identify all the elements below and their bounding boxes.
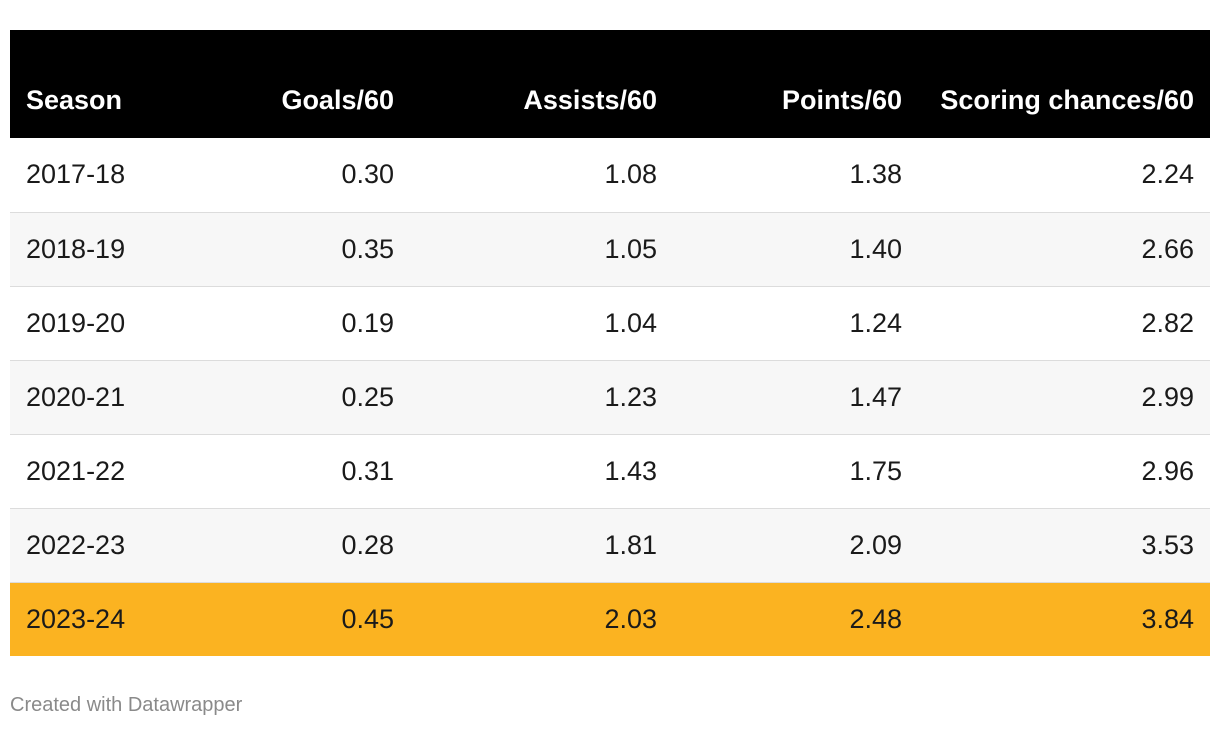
goals-cell: 0.28 [210, 507, 410, 582]
assists-cell: 1.81 [410, 507, 673, 582]
table-row: 2022-23 0.28 1.81 2.09 3.53 [10, 507, 1210, 582]
goals-cell: 0.19 [210, 285, 410, 360]
scoring-chances-cell: 2.82 [918, 285, 1210, 360]
table-row: 2017-18 0.30 1.08 1.38 2.24 [10, 138, 1210, 212]
points-cell: 1.40 [673, 211, 918, 286]
assists-cell: 1.08 [604, 159, 657, 190]
points-cell: 2.48 [673, 581, 918, 656]
season-cell: 2023-24 [10, 581, 210, 656]
assists-cell: 1.04 [410, 285, 673, 360]
season-cell: 2017-18 [26, 159, 126, 190]
points-cell: 1.38 [849, 159, 902, 190]
assists-cell: 1.23 [410, 359, 673, 434]
points-cell: 1.24 [673, 285, 918, 360]
assists-cell: 2.03 [410, 581, 673, 656]
column-header-points: Points/60 [781, 85, 902, 115]
table-body: 2017-18 0.30 1.08 1.38 2.24 2018-19 0.35 1.05 1.… [10, 138, 1210, 656]
season-cell: 2018-19 [10, 211, 210, 286]
stats-table: Season Goals/60 Assists/60 Points/60 Sco… [10, 30, 1210, 656]
table-row: 2021-22 0.31 1.43 1.75 2.96 [10, 433, 1210, 508]
season-cell: 2020-21 [10, 359, 210, 434]
goals-cell: 0.25 [210, 359, 410, 434]
column-header-assists: Assists/60 [523, 85, 657, 115]
assists-cell: 1.05 [410, 211, 673, 286]
column-header-scoring-chances: Scoring chances/60 [940, 85, 1194, 115]
table-row-highlighted: 2023-24 0.45 2.03 2.48 3.84 [10, 581, 1210, 656]
goals-cell: 0.35 [210, 211, 410, 286]
datawrapper-credit: Created with Datawrapper [10, 694, 243, 716]
goals-cell: 0.45 [210, 581, 410, 656]
points-cell: 1.75 [673, 433, 918, 508]
points-cell: 1.47 [673, 359, 918, 434]
assists-cell: 1.43 [410, 433, 673, 508]
season-cell: 2019-20 [10, 285, 210, 360]
scoring-chances-cell: 2.66 [918, 211, 1210, 286]
table-row: 2018-19 0.35 1.05 1.40 2.66 [10, 211, 1210, 286]
table-row: 2019-20 0.19 1.04 1.24 2.82 [10, 285, 1210, 360]
season-cell: 2022-23 [10, 507, 210, 582]
season-cell: 2021-22 [10, 433, 210, 508]
header-row: Season Goals/60 Assists/60 Points/60 Sco… [10, 30, 1210, 138]
scoring-chances-cell: 3.53 [918, 507, 1210, 582]
points-cell: 2.09 [673, 507, 918, 582]
goals-cell: 0.30 [341, 159, 394, 190]
column-header-goals: Goals/60 [281, 85, 394, 115]
scoring-chances-cell: 2.96 [918, 433, 1210, 508]
table-row: 2020-21 0.25 1.23 1.47 2.99 [10, 359, 1210, 434]
column-header-season: Season [26, 85, 123, 115]
scoring-chances-cell: 3.84 [918, 581, 1210, 656]
scoring-chances-cell: 2.99 [918, 359, 1210, 434]
scoring-chances-cell: 2.24 [1141, 159, 1194, 190]
goals-cell: 0.31 [210, 433, 410, 508]
